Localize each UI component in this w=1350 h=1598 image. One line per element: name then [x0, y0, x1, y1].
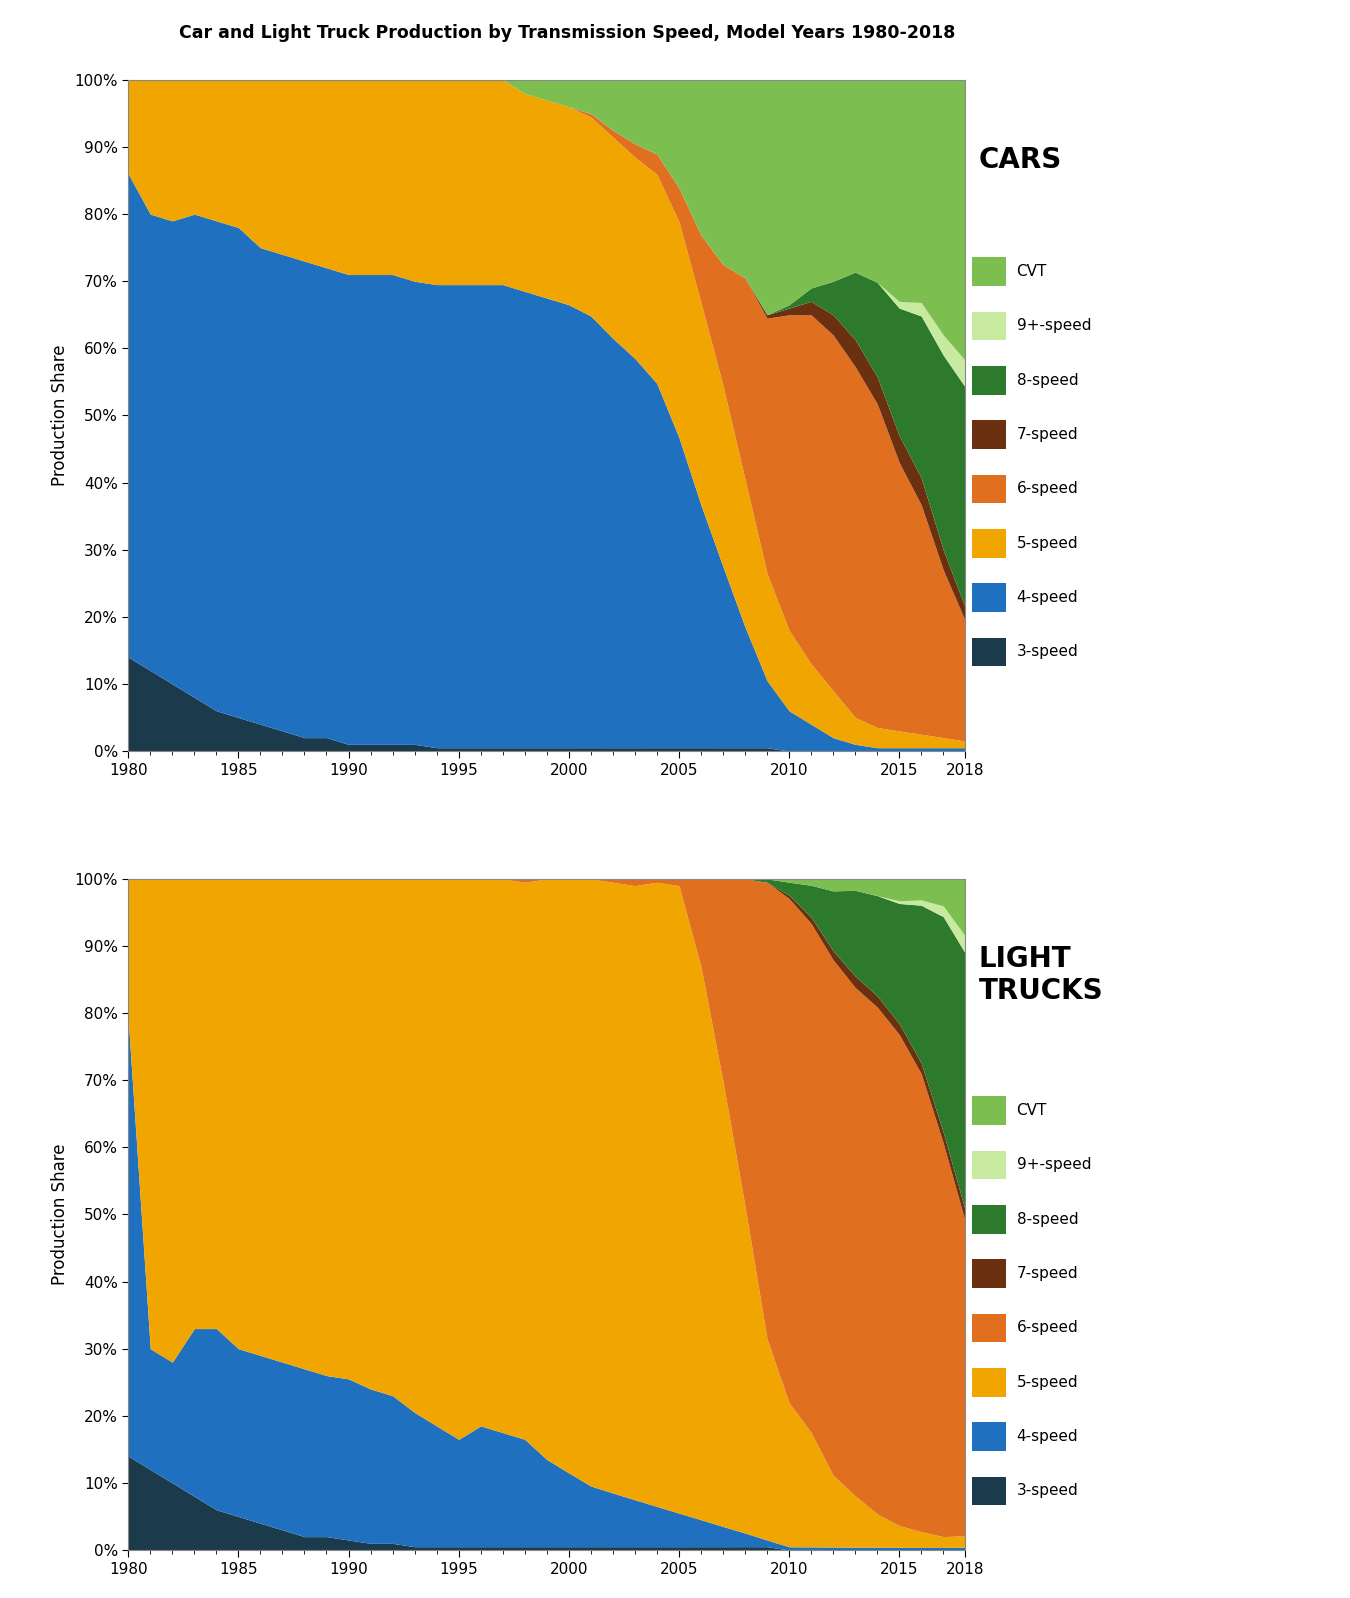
Text: 4-speed: 4-speed: [1017, 1429, 1079, 1445]
Y-axis label: Production Share: Production Share: [51, 345, 69, 486]
Text: 6-speed: 6-speed: [1017, 481, 1079, 497]
Text: 7-speed: 7-speed: [1017, 1266, 1079, 1282]
Text: CVT: CVT: [1017, 1103, 1048, 1119]
Text: CVT: CVT: [1017, 264, 1048, 280]
Text: 4-speed: 4-speed: [1017, 590, 1079, 606]
Text: 9+-speed: 9+-speed: [1017, 1157, 1091, 1173]
Text: 9+-speed: 9+-speed: [1017, 318, 1091, 334]
Text: 3-speed: 3-speed: [1017, 644, 1079, 660]
Text: 8-speed: 8-speed: [1017, 372, 1079, 388]
Text: 6-speed: 6-speed: [1017, 1320, 1079, 1336]
Text: 5-speed: 5-speed: [1017, 1374, 1079, 1390]
Text: CARS: CARS: [979, 145, 1062, 174]
Y-axis label: Production Share: Production Share: [51, 1144, 69, 1285]
Text: 3-speed: 3-speed: [1017, 1483, 1079, 1499]
Text: 8-speed: 8-speed: [1017, 1211, 1079, 1227]
Text: Car and Light Truck Production by Transmission Speed, Model Years 1980-2018: Car and Light Truck Production by Transm…: [178, 24, 956, 42]
Text: LIGHT
TRUCKS: LIGHT TRUCKS: [979, 944, 1103, 1005]
Text: 5-speed: 5-speed: [1017, 535, 1079, 551]
Text: 7-speed: 7-speed: [1017, 427, 1079, 443]
